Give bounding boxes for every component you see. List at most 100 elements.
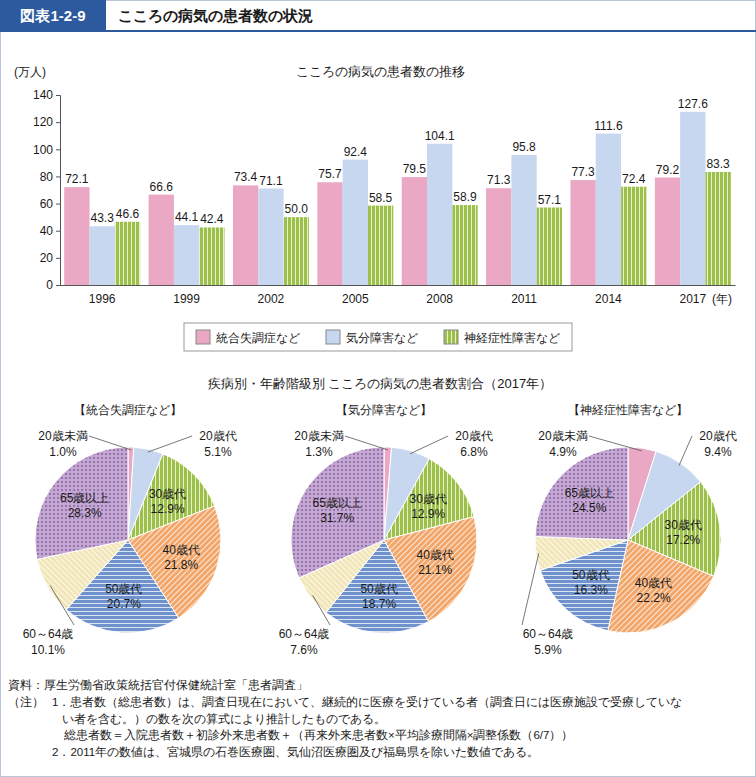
page-frame [1, 1, 756, 777]
pie-leader [313, 595, 330, 625]
bar [258, 189, 283, 285]
y-tick-label: 60 [40, 197, 54, 211]
y-tick: 0 [46, 278, 60, 292]
header-label: 図表1-2-9 [20, 7, 85, 24]
pie-leader [522, 553, 539, 625]
pie-category-label: 50歳代 [360, 582, 397, 596]
pie-value-label: 5.9% [534, 643, 562, 657]
pie-value-label: 22.2% [637, 591, 671, 605]
bar [284, 217, 309, 285]
data-label: 72.1 [65, 172, 89, 186]
bar [680, 112, 705, 285]
legend-item: 統合失調症など [196, 330, 300, 345]
pie-value-label: 20.7% [107, 597, 141, 611]
data-label: 44.1 [175, 210, 199, 224]
data-label: 95.8 [512, 140, 536, 154]
pie-value-label: 12.9% [411, 507, 445, 521]
pie-category-label: 40歳代 [162, 543, 199, 557]
data-label: 104.1 [425, 129, 455, 143]
x-tick-label: 2002 [258, 292, 285, 306]
pie-category-label: 40歳代 [417, 548, 454, 562]
legend-frame [184, 323, 572, 351]
x-tick: 1996 [89, 292, 116, 306]
x-tick: 2017 [679, 292, 706, 306]
pie-category-label: 65歳以上 [313, 496, 362, 510]
pie-category-label: 65歳以上 [60, 491, 109, 505]
pie-leader [89, 436, 131, 450]
pie-category-label: 20歳未満 [38, 429, 87, 443]
legend-swatch [326, 330, 340, 344]
note-line: い者を含む。）の数を次の算式により推計したものである。 [62, 712, 386, 726]
x-tick-label: 1999 [173, 292, 200, 306]
y-tick-label: 40 [40, 224, 54, 238]
data-label: 77.3 [571, 165, 595, 179]
y-tick: 140 [33, 88, 60, 102]
x-tick-label: 1996 [89, 292, 116, 306]
y-tick: 40 [40, 224, 60, 238]
pie-title: 【気分障害など】 [336, 403, 432, 417]
bar [115, 222, 140, 285]
y-tick: 80 [40, 170, 60, 184]
bar [402, 177, 427, 285]
note-line: 総患者数＝入院患者数＋初診外来患者数＋（再来外来患者数×平均診療間隔×調整係数（… [63, 728, 573, 742]
bar [596, 134, 621, 285]
chart-root: 図表1-2-9こころの病気の患者数の状況こころの病気の患者数の推移(万人)020… [0, 0, 756, 777]
y-tick-mark [56, 176, 60, 177]
x-axis: 19961999200220052008201120142017 [61, 286, 736, 306]
pie-value-label: 4.9% [549, 445, 577, 459]
data-label: 66.6 [150, 180, 174, 194]
y-axis: 020406080100120140 [33, 88, 61, 292]
y-tick-label: 100 [33, 143, 53, 157]
y-tick: 100 [33, 143, 60, 157]
legend-item: 神経症性障害など [444, 330, 560, 345]
data-label: 43.3 [91, 211, 115, 225]
y-tick: 60 [40, 197, 60, 211]
pie-value-label: 16.3% [574, 583, 608, 597]
pie-leader [410, 436, 448, 454]
pie-title: 【統合失調症など】 [74, 403, 182, 417]
data-label: 71.1 [259, 174, 283, 188]
y-tick-mark [56, 149, 60, 150]
x-tick: 2014 [595, 292, 622, 306]
data-label: 92.4 [344, 145, 368, 159]
x-tick-label: 2014 [595, 292, 622, 306]
data-label: 57.1 [538, 193, 562, 207]
pie-category-label: 65歳以上 [565, 486, 614, 500]
y-tick-mark [56, 285, 60, 286]
legend: 統合失調症など気分障害など神経症性障害など [184, 323, 572, 351]
pie-value-label: 28.3% [68, 506, 102, 520]
pie-section-title: 疾病別・年齢階級別 こころの病気の患者数割合（2017年） [208, 376, 553, 391]
bar [486, 188, 511, 285]
pie-category-label: 20歳代 [455, 429, 492, 443]
pie-value-label: 21.8% [164, 558, 198, 572]
pie-labels: 20歳未満4.9%20歳代9.4%30歳代17.2%40歳代22.2%50歳代1… [522, 429, 737, 657]
pie-slice [535, 447, 628, 540]
pie-slices [291, 447, 477, 633]
y-tick-label: 20 [40, 251, 54, 265]
data-label: 72.4 [622, 172, 646, 186]
pie-category-label: 30歳代 [409, 492, 446, 506]
pie-category-label: 40歳代 [635, 576, 672, 590]
note-line: 2．2011年の数値は、宮城県の石巻医療圏、気仙沼医療圏及び福島県を除いた数値で… [52, 745, 539, 759]
bar-series [90, 112, 706, 285]
bar [64, 187, 89, 285]
pie-slice [535, 537, 628, 571]
pie-value-label: 17.2% [666, 533, 700, 547]
y-tick-mark [56, 122, 60, 123]
pie-value-label: 24.5% [572, 501, 606, 515]
y-tick: 20 [40, 251, 60, 265]
x-tick: 2011 [511, 292, 537, 306]
y-tick-label: 80 [40, 170, 54, 184]
pie-category-label: 30歳代 [665, 518, 702, 532]
x-tick: 1999 [173, 292, 200, 306]
data-label: 79.2 [656, 163, 680, 177]
x-tick: 2005 [342, 292, 369, 306]
bar [174, 225, 199, 285]
bar [570, 180, 595, 285]
pie-value-label: 5.1% [204, 445, 232, 459]
bar [233, 185, 258, 285]
header-title: こころの病気の患者数の状況 [118, 7, 313, 24]
pie-category-label: 20歳代 [699, 429, 736, 443]
pie-value-label: 9.4% [704, 445, 732, 459]
legend-swatch [196, 330, 210, 344]
